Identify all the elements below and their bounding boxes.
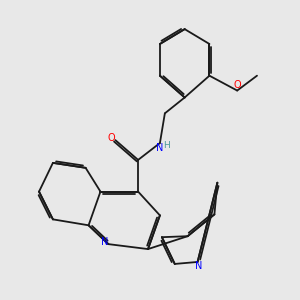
Text: H: H <box>163 141 170 150</box>
Text: O: O <box>108 133 116 143</box>
Text: O: O <box>234 80 241 90</box>
Text: N: N <box>156 142 164 152</box>
Text: N: N <box>101 237 109 247</box>
Text: N: N <box>195 260 203 271</box>
